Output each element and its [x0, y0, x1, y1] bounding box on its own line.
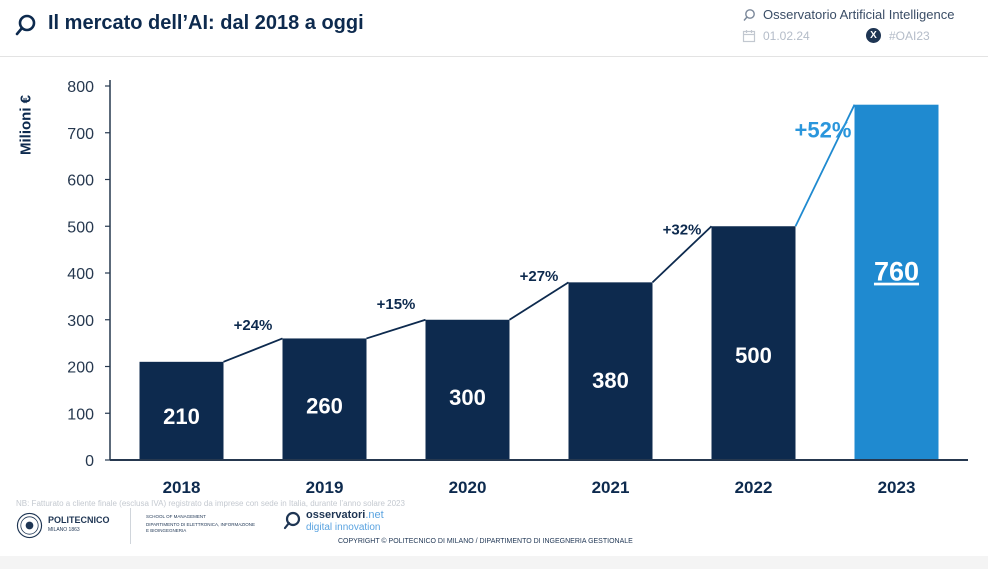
y-tick-label: 800: [67, 79, 94, 96]
bar-2018: [139, 361, 224, 460]
growth-label: +32%: [663, 221, 702, 238]
slide: Il mercato dell’AI: dal 2018 a oggi Osse…: [0, 0, 988, 556]
data-label: 760: [874, 257, 919, 287]
growth-connector: [651, 225, 713, 284]
data-label: 380: [592, 368, 629, 393]
osservatori-name: osservatori.net: [306, 509, 384, 521]
y-tick-label: 200: [67, 360, 94, 377]
footnote: NB: Fatturato a cliente finale (esclusa …: [16, 499, 405, 508]
osservatori-suffix: .net: [365, 509, 384, 521]
y-tick-label: 300: [67, 313, 94, 330]
footer-divider: [130, 508, 131, 544]
bar-2022: [711, 226, 796, 460]
y-tick-label: 400: [67, 266, 94, 283]
y-tick-label: 600: [67, 173, 94, 190]
growth-label: +52%: [795, 117, 852, 142]
bar-2023: [854, 104, 939, 460]
growth-label: +15%: [377, 296, 416, 313]
x-tick-label: 2023: [878, 478, 916, 497]
bar-2019: [282, 338, 367, 460]
brand-name: Osservatorio Artificial Intelligence: [763, 7, 955, 22]
x-tick-label: 2019: [306, 478, 344, 497]
politecnico-seal-icon: [16, 512, 43, 539]
x-tick-label: 2022: [735, 478, 773, 497]
osservatorio-logo-icon: [743, 9, 755, 21]
y-tick-label: 500: [67, 219, 94, 236]
school-label: SCHOOL OF MANAGEMENT: [146, 514, 206, 519]
x-social-icon: X: [866, 28, 881, 43]
politecnico-sub: MILANO 1863: [48, 527, 80, 533]
hashtag-label: #OAI23: [889, 29, 930, 43]
data-label: 500: [735, 343, 772, 368]
osservatori-name-text: osservatori: [306, 509, 366, 521]
data-label: 210: [163, 404, 200, 429]
department-label: DIPARTIMENTO DI ELETTRONICA, INFORMAZION…: [146, 522, 256, 533]
growth-connector: [223, 337, 283, 363]
bar-2020: [425, 319, 510, 460]
page-title: Il mercato dell’AI: dal 2018 a oggi: [48, 12, 364, 34]
x-tick-label: 2018: [163, 478, 201, 497]
osservatori-tagline: digital innovation: [306, 522, 381, 533]
bar-chart: 0 100 200 300 400 500 600 700 800 210 260 300 380 500…: [67, 79, 968, 497]
copyright: COPYRIGHT © POLITECNICO DI MILANO / DIPA…: [338, 538, 633, 545]
growth-label: +27%: [520, 268, 559, 285]
date-label: 01.02.24: [763, 29, 810, 43]
y-tick-label: 700: [67, 126, 94, 143]
growth-connector: [794, 104, 856, 227]
osservatori-logo-icon: [283, 511, 301, 530]
data-label: 300: [449, 385, 486, 410]
y-tick-label: 0: [85, 453, 94, 470]
x-tick-label: 2021: [592, 478, 630, 497]
growth-connector: [509, 281, 569, 321]
growth-label: +24%: [234, 317, 273, 334]
x-tick-label: 2020: [449, 478, 487, 497]
header: Il mercato dell’AI: dal 2018 a oggi Osse…: [0, 0, 988, 57]
data-label: 260: [306, 393, 343, 418]
bar-2021: [568, 282, 653, 460]
magnifier-logo-icon: [15, 14, 36, 36]
politecnico-name: POLITECNICO: [48, 515, 110, 525]
calendar-icon: [742, 30, 756, 43]
growth-connector: [366, 318, 426, 340]
y-tick-label: 100: [67, 406, 94, 423]
